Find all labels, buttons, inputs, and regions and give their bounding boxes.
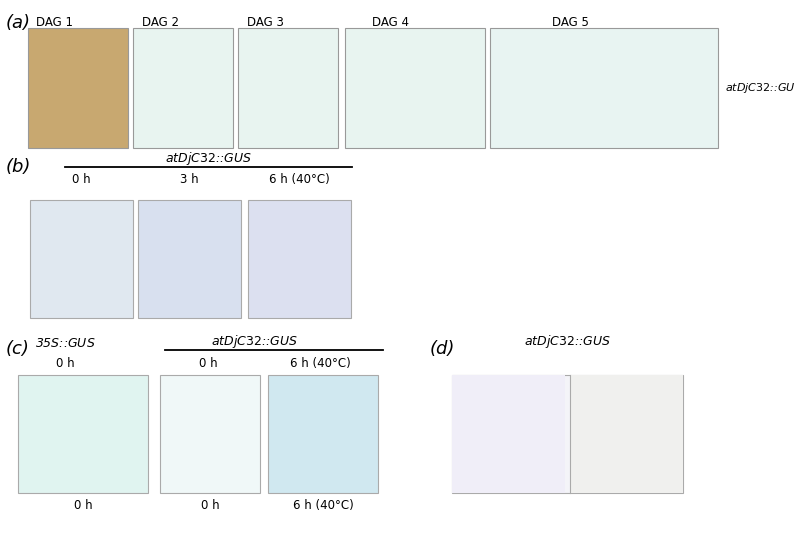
- Text: 0 h: 0 h: [71, 173, 91, 186]
- Text: 0 h: 0 h: [198, 357, 218, 370]
- Text: 6 h (40°C): 6 h (40°C): [290, 357, 350, 370]
- Bar: [133, 28, 233, 148]
- Bar: [248, 200, 351, 318]
- Text: (c): (c): [6, 340, 30, 358]
- Bar: [138, 200, 241, 318]
- Text: 0 h: 0 h: [56, 357, 75, 370]
- Bar: [452, 375, 565, 493]
- Bar: [345, 28, 485, 148]
- Text: (b): (b): [6, 158, 32, 176]
- Text: 35$S$::$GUS$: 35$S$::$GUS$: [35, 337, 95, 350]
- Text: at$DjC32$::$GUS$: at$DjC32$::$GUS$: [525, 333, 611, 350]
- Bar: [238, 28, 338, 148]
- Bar: [452, 375, 683, 493]
- Bar: [18, 375, 148, 493]
- Bar: [490, 28, 718, 148]
- Text: 0 h: 0 h: [74, 499, 92, 512]
- Bar: [160, 375, 260, 493]
- Bar: [30, 200, 133, 318]
- Text: DAG 5: DAG 5: [552, 16, 588, 29]
- Text: DAG 2: DAG 2: [141, 16, 179, 29]
- Text: DAG 1: DAG 1: [37, 16, 74, 29]
- Text: at$DjC32$::$GUS$: at$DjC32$::$GUS$: [211, 333, 299, 350]
- Bar: [570, 375, 683, 493]
- Text: at$DjC32$::$GUS$: at$DjC32$::$GUS$: [165, 150, 252, 167]
- Text: 0 h: 0 h: [201, 499, 219, 512]
- Text: DAG 3: DAG 3: [247, 16, 283, 29]
- Text: (d): (d): [430, 340, 456, 358]
- Text: 6 h (40°C): 6 h (40°C): [293, 499, 353, 512]
- Bar: [28, 28, 128, 148]
- Text: at$DjC32$::$GUS$: at$DjC32$::$GUS$: [725, 81, 794, 95]
- Text: 3 h: 3 h: [179, 173, 198, 186]
- Text: (a): (a): [6, 14, 31, 32]
- Bar: [268, 375, 378, 493]
- Text: 6 h (40°C): 6 h (40°C): [268, 173, 330, 186]
- Text: DAG 4: DAG 4: [372, 16, 408, 29]
